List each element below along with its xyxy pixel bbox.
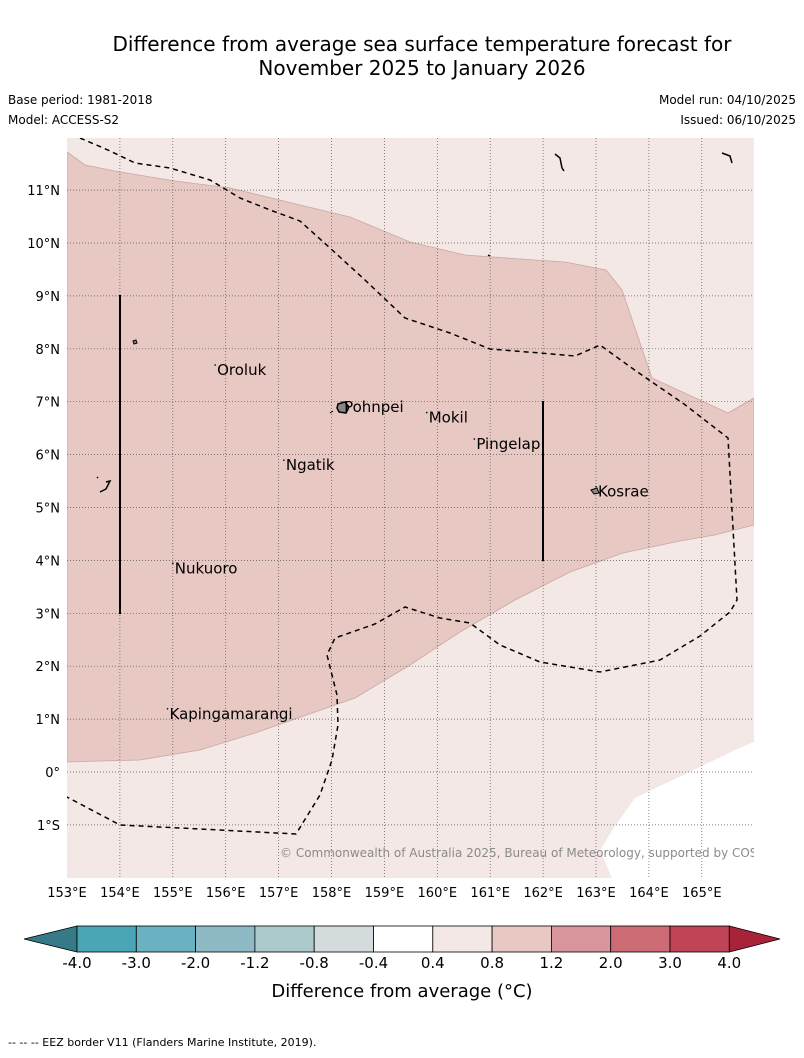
small-island (132, 339, 138, 345)
place-label: Pingelap (476, 435, 540, 453)
latitude-tick-label: 4°N (36, 554, 61, 569)
longitude-tick-label: 162°E (523, 886, 563, 901)
longitude-tick-label: 153°E (47, 886, 87, 901)
longitude-tick-label: 161°E (470, 886, 510, 901)
colorbar-swatches (23, 925, 781, 953)
chart-title: Difference from average sea surface temp… (60, 32, 784, 80)
place-labels: Oroluk Pohnpei Mokil Pingelap Ngatik Kosrae Nu… (166, 361, 649, 723)
colorbar: -4.0 -3.0 -2.0 -1.2 -0.8 -0.4 0.4 0.8 1.2 2.0 3.0 4… (23, 925, 781, 1002)
longitude-tick-label: 155°E (153, 886, 193, 901)
colorbar-swatch (551, 925, 612, 953)
colorbar-swatch (313, 925, 374, 953)
colorbar-labels: -4.0 -3.0 -2.0 -1.2 -0.8 -0.4 0.4 0.8 1.2 2.0 3.0 4… (62, 954, 741, 972)
longitude-tick-label: 159°E (365, 886, 405, 901)
place-label: Mokil (429, 409, 468, 427)
latitude-tick-label: 0° (45, 766, 60, 781)
latitude-tick-label: 8°N (36, 343, 61, 358)
longitude-tick-label: 164°E (629, 886, 669, 901)
colorbar-swatch (135, 925, 197, 953)
latitude-tick-label: 5°N (36, 502, 61, 517)
map-area: Oroluk Pohnpei Mokil Pingelap Ngatik Kosrae Nu… (67, 138, 785, 878)
latitude-tick-label: 9°N (36, 290, 61, 305)
colorbar-title: Difference from average (°C) (271, 981, 532, 1002)
place-marker (283, 459, 285, 461)
latitude-tick-label: 11°N (27, 184, 60, 199)
colorbar-swatch (76, 925, 137, 953)
eez-footnote: -- -- -- EEZ border V11 (Flanders Marine… (8, 1036, 317, 1049)
no-anomaly-region (600, 742, 754, 878)
latitude-tick-label: 6°N (36, 449, 61, 464)
longitude-tick-label: 160°E (418, 886, 458, 901)
copyright-notice: © Commonwealth of Australia 2025, Bureau… (280, 846, 785, 860)
colorbar-swatch (610, 925, 671, 953)
colorbar-swatch (491, 925, 552, 953)
colorbar-swatch (254, 925, 315, 953)
place-label: Kosrae (598, 483, 649, 501)
kosrae-island (590, 487, 600, 495)
colorbar-tick-label: 0.8 (480, 954, 504, 972)
colorbar-tick-label: 2.0 (599, 954, 623, 972)
pohnpei-atoll (329, 410, 334, 414)
forecast-map: Oroluk Pohnpei Mokil Pingelap Ngatik Kosrae Nu… (23, 138, 785, 1002)
place-label: Ngatik (286, 456, 335, 474)
latitude-ticks: 11°N 10°N 9°N 8°N 7°N 6°N 5°N 4°N 3°N 2°N 1°N 0° 1°S (27, 184, 60, 834)
anomaly-band-0.8-1.2 (67, 151, 754, 763)
colorbar-tick-label: -4.0 (62, 954, 91, 972)
colorbar-swatch (373, 925, 434, 953)
title-line-2: November 2025 to January 2026 (258, 56, 586, 80)
colorbar-tick-label: -0.4 (359, 954, 388, 972)
model-run-date: Model run: 04/10/2025 (658, 93, 796, 107)
colorbar-swatch (195, 925, 256, 953)
model-name: Model: ACCESS-S2 (8, 113, 120, 127)
place-marker (214, 364, 216, 366)
eez-border (67, 138, 738, 835)
place-marker (425, 411, 428, 414)
longitude-ticks: 153°E 154°E 155°E 156°E 157°E 158°E 159°E 160°E… (47, 886, 721, 901)
latitude-tick-label: 7°N (36, 396, 61, 411)
colorbar-low-extension (23, 925, 78, 953)
colorbar-tick-label: -3.0 (122, 954, 151, 972)
title-line-1: Difference from average sea surface temp… (112, 32, 732, 56)
graticule (67, 138, 754, 878)
place-label: Oroluk (217, 361, 266, 379)
place-marker (341, 401, 343, 403)
latitude-tick-label: 1°N (36, 713, 61, 728)
place-marker (595, 485, 597, 488)
colorbar-tick-label: -0.8 (300, 954, 329, 972)
longitude-tick-label: 156°E (206, 886, 246, 901)
colorbar-tick-label: -1.2 (240, 954, 269, 972)
place-label: Kapingamarangi (170, 705, 293, 723)
base-period: Base period: 1981-2018 (8, 93, 153, 107)
colorbar-tick-label: -2.0 (181, 954, 210, 972)
longitude-tick-label: 157°E (259, 886, 299, 901)
place-marker (473, 438, 476, 440)
colorbar-tick-label: 3.0 (658, 954, 682, 972)
pohnpei-island (336, 401, 350, 414)
issued-date: Issued: 06/10/2025 (680, 113, 796, 127)
place-marker (172, 562, 174, 565)
colorbar-high-extension (728, 925, 781, 953)
colorbar-tick-label: 1.2 (539, 954, 563, 972)
eez-fragments (96, 152, 733, 493)
longitude-tick-label: 158°E (312, 886, 352, 901)
place-label: Pohnpei (344, 398, 404, 416)
latitude-tick-label: 3°N (36, 607, 61, 622)
longitude-tick-label: 163°E (576, 886, 616, 901)
place-marker (166, 708, 169, 710)
colorbar-swatch (669, 925, 730, 953)
longitude-tick-label: 154°E (100, 886, 140, 901)
latitude-tick-label: 1°S (37, 819, 60, 834)
latitude-tick-label: 10°N (27, 237, 60, 252)
place-label: Nukuoro (175, 559, 238, 577)
latitude-tick-label: 2°N (36, 660, 61, 675)
colorbar-tick-label: 4.0 (717, 954, 741, 972)
colorbar-swatch (432, 925, 493, 953)
longitude-tick-label: 165°E (682, 886, 722, 901)
colorbar-tick-label: 0.4 (421, 954, 445, 972)
